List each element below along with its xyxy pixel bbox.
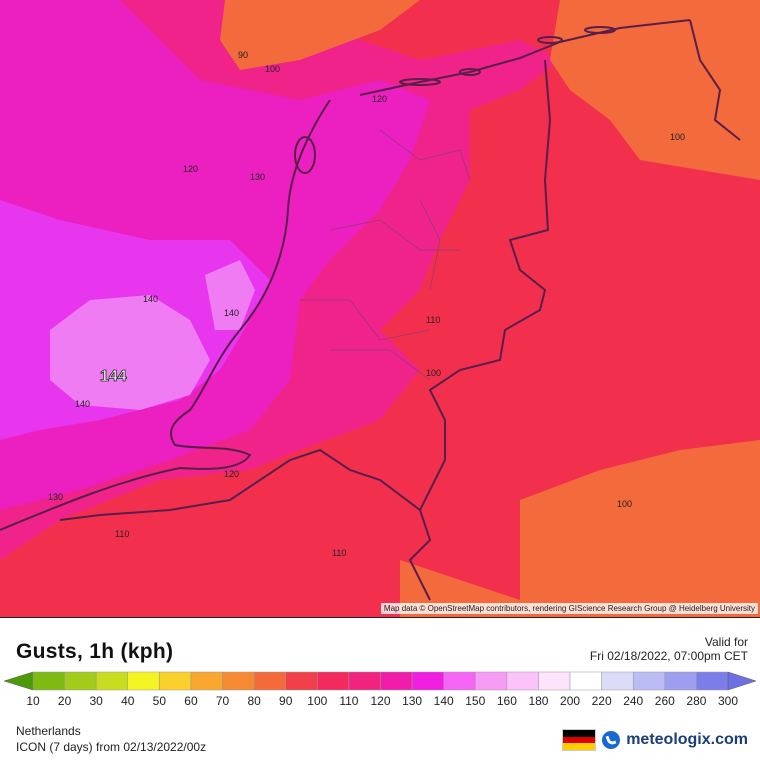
valid-time: Fri 02/18/2022, 07:00pm CET: [589, 649, 748, 663]
legend-tick-label: 70: [216, 694, 230, 708]
chart-title: Gusts, 1h (kph): [16, 640, 174, 663]
legend-swatch: [127, 671, 160, 691]
legend-tick-label: 120: [370, 694, 390, 708]
brand-name: meteologix.com: [626, 731, 748, 748]
national-border-south: [59, 448, 421, 521]
legend-tick-label: 60: [184, 694, 198, 708]
germany-flag-icon: [562, 729, 597, 751]
map-attribution: Map data © OpenStreetMap contributors, r…: [380, 603, 758, 614]
legend-swatch: [317, 671, 350, 691]
contour-label: 100: [670, 132, 685, 142]
contour-label: 120: [183, 164, 198, 174]
meteologix-logo-icon: [602, 731, 621, 749]
legend-swatch: [569, 671, 602, 691]
color-legend: 10 20 30 40 50 60 70 80 90 100 110 120 130 140 150 160 1…: [0, 670, 760, 714]
legend-tick-label: 30: [90, 694, 104, 708]
gust-area-100-northeast: [550, 0, 760, 180]
legend-tick-label: 110: [339, 694, 358, 708]
contour-label: 100: [265, 64, 280, 74]
contour-label: 110: [115, 529, 129, 539]
legend-high-arrow: [727, 671, 757, 691]
contour-label: 100: [617, 499, 632, 509]
map-canvas[interactable]: 90 100 120 130 120 140 140 140 130 120 1…: [0, 0, 760, 618]
legend-tick-label: 300: [718, 694, 738, 708]
gust-area-100-north: [220, 0, 420, 70]
legend-swatch: [696, 671, 729, 691]
contour-label: 130: [250, 172, 265, 182]
contour-label: 110: [426, 315, 440, 325]
legend-tick-label: 100: [307, 694, 327, 708]
legend-tick-label: 260: [655, 694, 675, 708]
legend-tick-label: 180: [528, 694, 548, 708]
legend-tick-label: 40: [121, 694, 135, 708]
legend-swatch: [285, 671, 318, 691]
legend-swatch: [664, 671, 697, 691]
max-gust-label: 144: [100, 368, 127, 385]
gust-area-100-southeast: [520, 440, 760, 617]
legend-swatch: [95, 671, 129, 691]
gust-core-144: [50, 295, 210, 410]
legend-tick-label: 200: [560, 694, 580, 708]
legend-tick-label: 20: [58, 694, 72, 708]
legend-tick-label: 90: [279, 694, 293, 708]
contour-label: 140: [143, 294, 158, 304]
legend-bar: 10 20 30 40 50 60 70 80 90 100 110 120 130 140 150 160 1…: [3, 671, 757, 708]
gust-area-100-south: [400, 560, 520, 617]
legend-swatch: [506, 671, 539, 691]
legend-swatch: [64, 671, 97, 691]
legend-swatch: [348, 671, 381, 691]
legend-tick-label: 160: [497, 694, 517, 708]
national-border: [408, 59, 552, 601]
legend-swatch: [601, 671, 634, 691]
model-run: ICON (7 days) from 02/13/2022/00z: [16, 740, 207, 754]
legend-tick-label: 150: [465, 694, 485, 708]
legend-swatch: [222, 671, 255, 691]
gust-map: 90 100 120 130 120 140 140 140 130 120 1…: [0, 0, 760, 617]
coastline-east: [689, 19, 741, 141]
legend-low-arrow: [3, 671, 34, 691]
contour-label: 110: [332, 548, 346, 558]
legend-swatch: [475, 671, 508, 691]
legend-swatch: [443, 671, 476, 691]
coastline: [0, 19, 691, 531]
valid-label: Valid for: [704, 635, 748, 649]
contour-label: 120: [224, 469, 239, 479]
contour-label: 90: [238, 50, 248, 60]
contour-labels: 90 100 120 130 120 140 140 140 130 120 1…: [48, 50, 685, 558]
legend-swatch: [632, 671, 666, 691]
contour-label: 140: [224, 308, 239, 318]
legend-tick-label: 10: [26, 694, 40, 708]
legend-tick-label: 220: [592, 694, 612, 708]
contour-label: 130: [48, 492, 63, 502]
contour-label: 100: [426, 368, 441, 378]
province-borders: [300, 129, 471, 381]
legend-tick-label: 130: [402, 694, 422, 708]
legend-tick-label: 280: [686, 694, 706, 708]
contour-label: 140: [75, 399, 90, 409]
legend-swatch: [159, 671, 192, 691]
legend-swatch: [411, 671, 444, 691]
legend-swatch: [32, 671, 65, 691]
legend-tick-label: 80: [247, 694, 261, 708]
legend-tick-label: 240: [623, 694, 643, 708]
legend-swatch: [538, 671, 571, 691]
wadden-islands: [294, 26, 616, 174]
legend-swatch: [380, 671, 413, 691]
legend-swatch: [190, 671, 223, 691]
legend-swatch: [253, 671, 286, 691]
brand[interactable]: meteologix.com: [562, 729, 748, 751]
legend-tick-label: 50: [153, 694, 167, 708]
region-name: Netherlands: [16, 724, 81, 738]
contour-label: 120: [372, 94, 387, 104]
legend-tick-label: 140: [434, 694, 454, 708]
gust-core-patch: [205, 260, 255, 330]
